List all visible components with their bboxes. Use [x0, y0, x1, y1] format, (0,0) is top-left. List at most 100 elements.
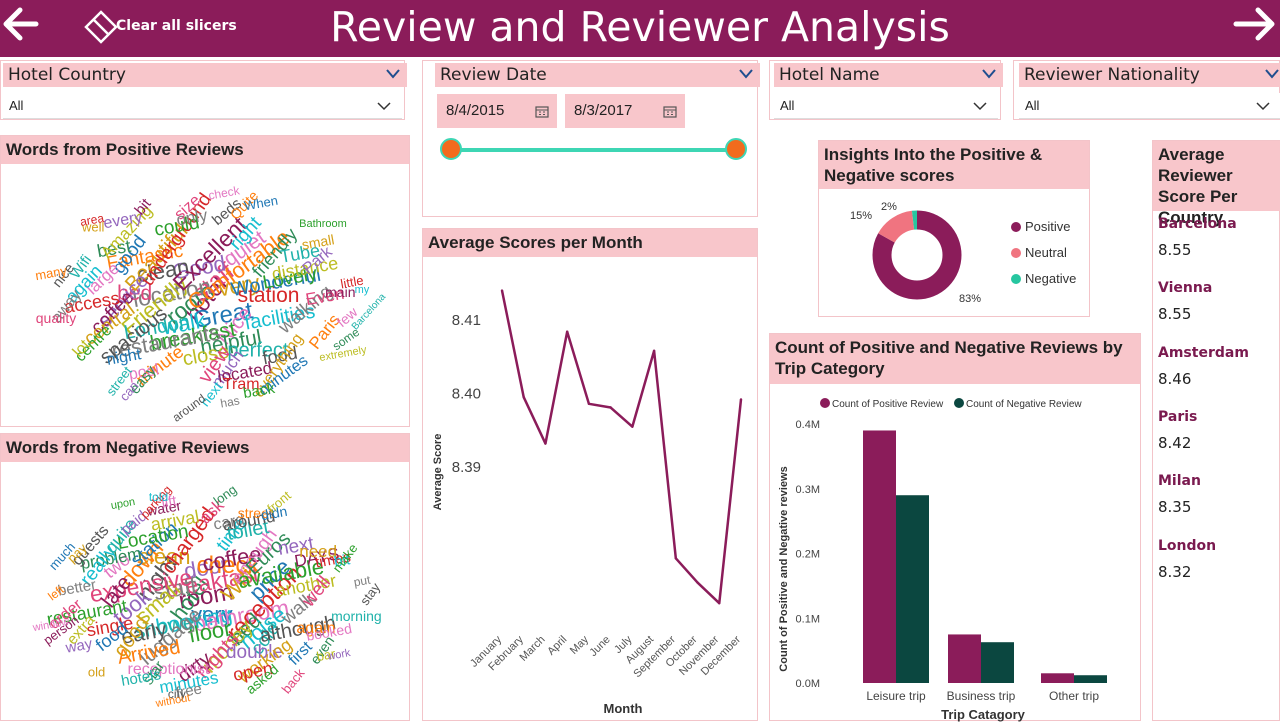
x-tick-label: April [545, 634, 569, 658]
reviewer-nationality-value: All [1025, 98, 1040, 113]
positive-word-cloud: hotel room staff Great location very walk Good N… [11, 174, 401, 424]
end-date-value: 8/3/2017 [574, 102, 633, 119]
bar [896, 495, 929, 683]
avg-score-point [544, 442, 547, 445]
x-axis-label: Month [604, 701, 643, 716]
legend-label: Count of Positive Review [832, 399, 944, 410]
country-score-item: Barcelona 8.55 [1158, 216, 1237, 259]
cloud-word: has [218, 393, 241, 411]
country-score: 8.46 [1158, 369, 1192, 388]
cloud-word: back [278, 666, 308, 697]
chevron-down-icon [1256, 102, 1270, 111]
y-tick-label: 8.41 [452, 312, 481, 329]
avg-score-point [718, 601, 721, 605]
country-score: 8.32 [1158, 562, 1192, 581]
hotel-name-value: All [780, 98, 795, 113]
country-score: 8.42 [1158, 433, 1192, 452]
cloud-word: quality [35, 309, 77, 326]
start-date-input[interactable]: 8/4/2015 [437, 94, 557, 128]
back-arrow-icon[interactable] [0, 2, 48, 48]
cloud-word: hotels [119, 665, 162, 690]
y-tick-label: 8.40 [452, 386, 481, 403]
date-range-track [451, 148, 737, 152]
legend-label: Positive [1025, 219, 1071, 234]
y-axis-label: Average Score [432, 434, 444, 511]
cloud-word: very [191, 601, 233, 627]
y-tick-label: 0.2M [796, 549, 820, 561]
cloud-word: double [225, 642, 283, 664]
calendar-icon[interactable] [663, 105, 677, 118]
chevron-down-icon[interactable] [1264, 67, 1280, 81]
country-score: 8.55 [1158, 241, 1192, 259]
cloud-word: perfect [227, 339, 289, 362]
chevron-down-icon [377, 102, 391, 111]
reviewer-nationality-dropdown[interactable]: All [1019, 93, 1280, 119]
legend-marker [820, 398, 830, 408]
page-title: Review and Reviewer Analysis [330, 3, 950, 51]
y-tick-label: 0.1M [796, 613, 820, 625]
end-date-input[interactable]: 8/3/2017 [565, 94, 685, 128]
negative-words-panel: Words from Negative Reviews room hotel bre… [0, 433, 410, 721]
insights-panel: Insights Into the Positive & Negative sc… [818, 140, 1090, 317]
hotel-name-label: Hotel Name [779, 65, 880, 85]
avg-score-point [739, 398, 743, 401]
cloud-word: way [64, 634, 94, 657]
legend-marker [1011, 274, 1021, 284]
chevron-down-icon[interactable] [738, 67, 754, 81]
x-tick-label: March [517, 634, 547, 664]
y-tick-label: 0.0M [796, 678, 820, 690]
country-scores-title: Average Reviewer Score Per Country [1153, 141, 1280, 227]
cloud-word: city [167, 687, 186, 702]
review-date-label: Review Date [440, 65, 547, 85]
cloud-word: bed [117, 282, 153, 306]
x-tick-label: Leisure trip [866, 689, 926, 703]
hotel-country-slicer: Hotel Country All [0, 60, 407, 120]
country-name: Vienna [1158, 280, 1213, 297]
avg-score-point [696, 581, 699, 584]
clear-slicers-button[interactable]: Clear all slicers [84, 8, 244, 46]
donut-slice [872, 210, 962, 300]
cloud-word: upon [109, 496, 136, 513]
cloud-word: Bathroom [299, 218, 347, 231]
legend-label: Count of Negative Review [966, 399, 1082, 410]
date-range-start-handle[interactable] [440, 138, 462, 160]
country-name: London [1158, 537, 1217, 554]
legend-marker [954, 398, 964, 408]
cloud-word: Tram [222, 375, 260, 393]
cloud-word: work [326, 646, 352, 663]
donut-data-label: 15% [850, 210, 872, 222]
country-scores-panel: Average Reviewer Score Per Country [1152, 140, 1280, 721]
positive-words-panel: Words from Positive Reviews hotel room sta… [0, 135, 410, 427]
cloud-word: need [299, 541, 338, 561]
forward-arrow-icon[interactable] [1230, 2, 1278, 48]
donut-data-label: 2% [881, 201, 897, 213]
reviewer-nationality-slicer: Reviewer Nationality All [1013, 60, 1280, 120]
cloud-word: told [148, 489, 169, 504]
bar [1074, 675, 1107, 683]
donut-data-label: 83% [959, 293, 981, 305]
y-tick-label: 0.4M [796, 419, 820, 431]
calendar-icon[interactable] [535, 105, 549, 118]
chevron-down-icon[interactable] [981, 67, 997, 81]
avg-score-point [565, 330, 569, 333]
cloud-word: receptionist [127, 661, 210, 679]
hotel-country-dropdown[interactable]: All [3, 93, 402, 119]
avg-score-point [609, 406, 612, 409]
country-score-item: London 8.32 [1158, 538, 1216, 581]
legend-label: Negative [1025, 271, 1076, 286]
avg-scores-title: Average Scores per Month [423, 229, 757, 257]
cloud-word: morning [331, 608, 382, 625]
bar [948, 634, 981, 683]
date-range-end-handle[interactable] [725, 138, 747, 160]
x-tick-label: June [587, 634, 612, 659]
reviewer-nationality-label: Reviewer Nationality [1024, 65, 1200, 85]
header-bar [0, 0, 1280, 57]
hotel-name-dropdown[interactable]: All [774, 93, 998, 119]
eraser-icon [84, 10, 118, 44]
hotel-name-slicer: Hotel Name All [769, 60, 1003, 120]
cloud-word: street [237, 505, 273, 522]
chevron-down-icon[interactable] [385, 67, 401, 81]
country-score: 8.35 [1158, 498, 1192, 517]
insights-donut-chart: 83% 15% 2% Positive Neutral Negative [850, 201, 1076, 305]
legend-marker [1011, 248, 1021, 258]
